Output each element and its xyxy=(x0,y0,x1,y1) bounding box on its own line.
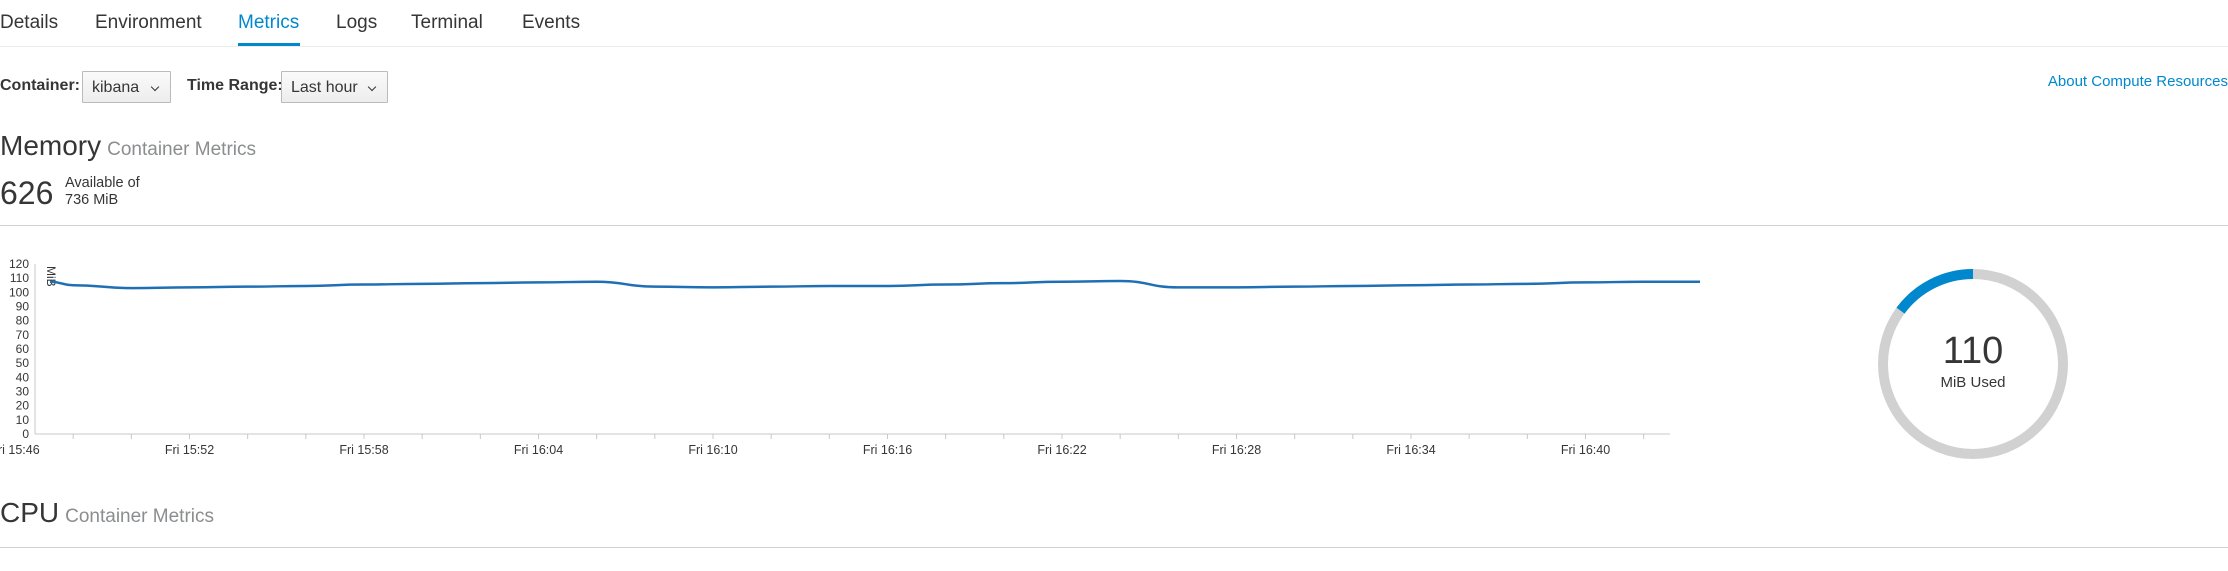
x-tick-label: Fri 16:28 xyxy=(1212,443,1261,457)
cpu-subtitle: Container Metrics xyxy=(65,506,215,527)
memory-divider xyxy=(0,225,2228,226)
tab-events[interactable]: Events xyxy=(522,12,581,33)
tab-environment[interactable]: Environment xyxy=(95,12,202,33)
container-select[interactable]: kibana xyxy=(82,71,171,103)
memory-used-value: 110 xyxy=(1942,330,2004,372)
cpu-title: CPU xyxy=(0,497,60,528)
time-range-label: Time Range: xyxy=(187,77,283,94)
y-tick-label: 30 xyxy=(16,385,30,399)
chevron-down-icon xyxy=(367,82,377,92)
y-tick-label: 20 xyxy=(16,399,30,413)
container-label: Container: xyxy=(0,77,80,94)
y-tick-label: 110 xyxy=(10,271,29,285)
time-range-select[interactable]: Last hour xyxy=(281,71,388,103)
tab-terminal[interactable]: Terminal xyxy=(411,12,483,33)
time-range-select-value: Last hour xyxy=(291,79,358,96)
tab-details[interactable]: Details xyxy=(0,12,59,33)
x-tick-label: Fri 16:10 xyxy=(688,443,737,457)
memory-available-caption-line2: 736 MiB xyxy=(65,192,119,208)
y-tick-label: 0 xyxy=(22,427,29,441)
x-tick-label: Fri 15:52 xyxy=(165,443,214,457)
active-tab-indicator xyxy=(238,43,300,46)
y-tick-label: 90 xyxy=(16,300,30,314)
container-select-value: kibana xyxy=(92,79,140,96)
y-tick-label: 100 xyxy=(9,285,29,299)
x-tick-label: Fri 16:22 xyxy=(1037,443,1086,457)
cpu-divider xyxy=(0,547,2228,548)
x-tick-label: Fri 16:40 xyxy=(1561,443,1610,457)
y-tick-label: 80 xyxy=(16,314,30,328)
y-tick-label: 60 xyxy=(16,342,30,356)
memory-series-line xyxy=(49,279,1700,290)
memory-used-label: MiB Used xyxy=(1940,374,2006,391)
y-tick-label: 120 xyxy=(9,257,29,271)
about-compute-resources-link[interactable]: About Compute Resources xyxy=(2047,73,2228,90)
y-axis-label: MiB xyxy=(44,266,58,287)
memory-available-caption-line1: Available of xyxy=(65,175,140,191)
y-tick-label: 50 xyxy=(16,356,30,370)
x-tick-label: Fri 15:58 xyxy=(339,443,388,457)
chevron-down-icon xyxy=(150,82,160,92)
y-tick-label: 10 xyxy=(16,413,30,427)
x-tick-label: Fri 16:04 xyxy=(514,443,563,457)
y-tick-label: 40 xyxy=(16,370,30,384)
memory-available-value: 626 xyxy=(0,175,54,211)
cpu-section-title: CPU Container Metrics xyxy=(0,497,214,529)
memory-title: Memory xyxy=(0,130,102,161)
y-tick-label: 70 xyxy=(16,328,30,342)
x-tick-label: Fri 15:46 xyxy=(0,443,40,457)
donut-used-arc xyxy=(1896,269,1974,314)
tab-metrics[interactable]: Metrics xyxy=(238,12,300,33)
memory-donut-chart xyxy=(1878,269,2068,459)
tab-bar: Details Environment Metrics Logs Termina… xyxy=(0,0,2228,47)
tab-logs[interactable]: Logs xyxy=(336,12,378,33)
x-tick-label: Fri 16:16 xyxy=(863,443,912,457)
memory-subtitle: Container Metrics xyxy=(107,139,257,160)
memory-available-caption: Available of 736 MiB xyxy=(65,175,140,209)
memory-section-title: Memory Container Metrics xyxy=(0,130,256,162)
x-tick-label: Fri 16:34 xyxy=(1386,443,1435,457)
